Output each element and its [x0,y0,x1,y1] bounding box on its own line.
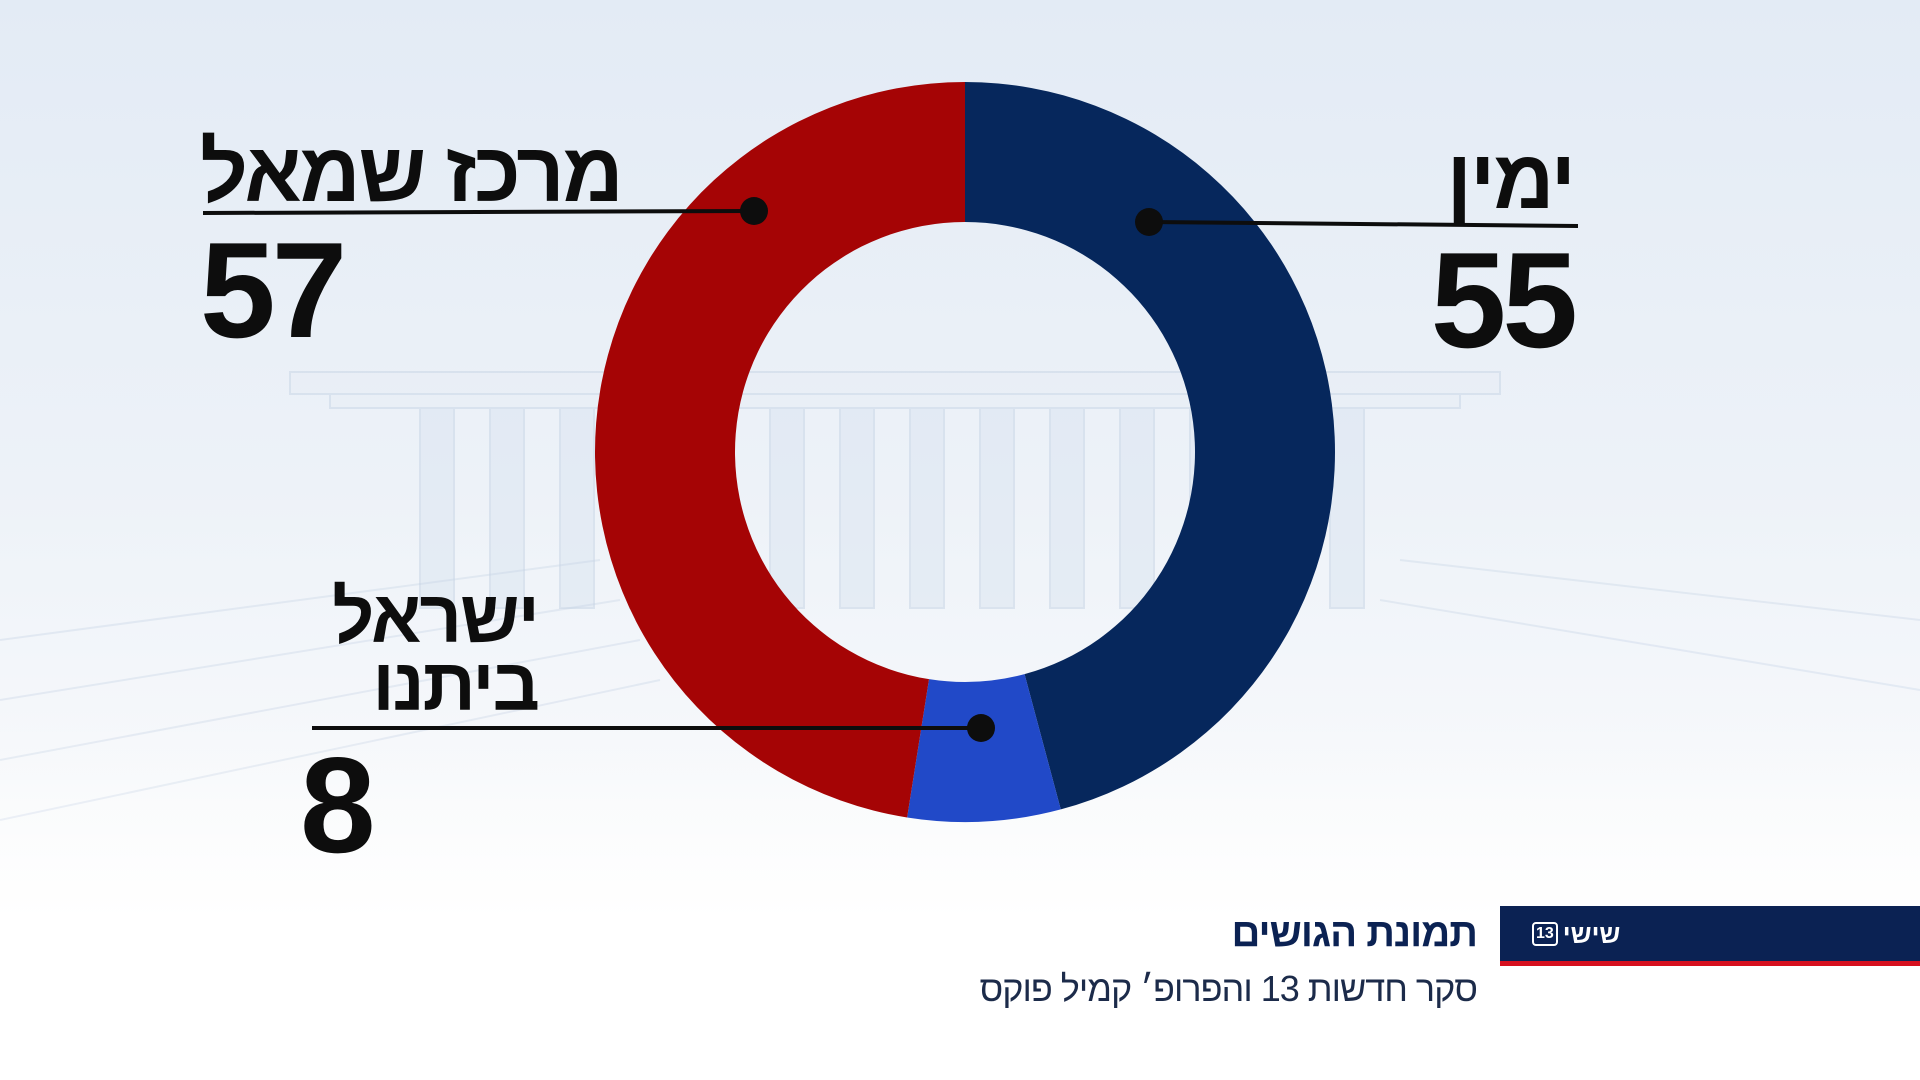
leader-dot-right [1135,208,1163,236]
segment-label-bottom-line-1: ישראל [332,575,540,658]
channel-bar [1500,906,1920,966]
leader-line-right [1148,220,1579,228]
segment-value-right: 55 [1430,224,1578,376]
graphic-subtitle: סקר חדשות 13 והפרופ׳ קמיל פוקס [979,968,1478,1009]
leader-dot-bottom [967,714,995,742]
segment-label-bottom-line-2: ביתנו [372,643,540,727]
segment-label-right: ימין [1446,132,1576,226]
donut-segments [594,82,1335,823]
donut-segment-right [965,82,1335,810]
leader-dot-left [740,197,768,225]
donut-segment-bottom [907,674,1061,823]
leader-lines [202,197,1579,742]
donut-segment-left [594,82,965,818]
segment-label-bottom: ישראל ביתנו [318,575,540,727]
channel-logo: שישי 13 [1532,919,1620,949]
segment-label-left: מרכז שמאל [200,125,624,219]
segment-value-bottom: 8 [300,729,376,881]
segment-value-left: 57 [200,214,347,366]
channel-logo-name: שישי [1562,918,1621,949]
channel-logo-number: 13 [1532,922,1558,946]
leader-line-left [202,209,755,215]
graphic-title: תמונת הגושים [1231,911,1478,955]
